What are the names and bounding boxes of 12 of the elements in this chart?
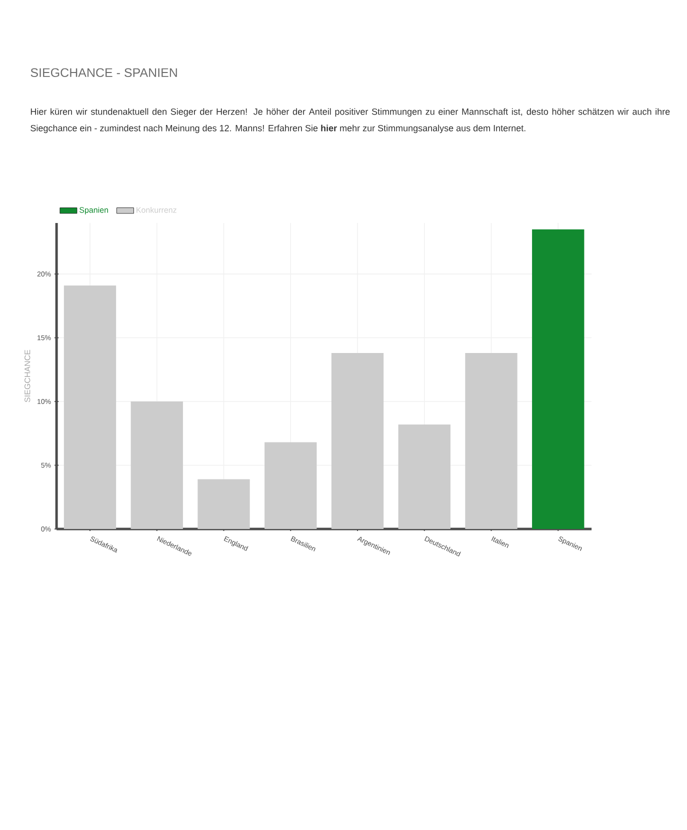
bar [130,402,183,530]
bar [264,442,317,530]
legend-label: Spanien [80,206,108,214]
bar [532,229,584,530]
bar [465,353,518,530]
bar [331,353,384,530]
chart-title: SIEGCHANCE - SPANIEN [30,68,177,78]
bar [64,285,116,530]
chart-subtitle: Hier küren wir stundenaktuell den Sieger der Herzen! Je höher der Anteil positiver Stimmungen zu einer Mannschaft ist, desto höher schätzen wir auch ihre Siegchance ein - zumindest nach Meinung des 12. Manns! Erfahren Sie hier mehr zur Stimmungsanalyse aus dem Internet. [30,108,670,134]
bar [198,479,250,530]
y-axis-title: SIEGCHANCE [24,350,30,402]
bar [398,424,450,530]
